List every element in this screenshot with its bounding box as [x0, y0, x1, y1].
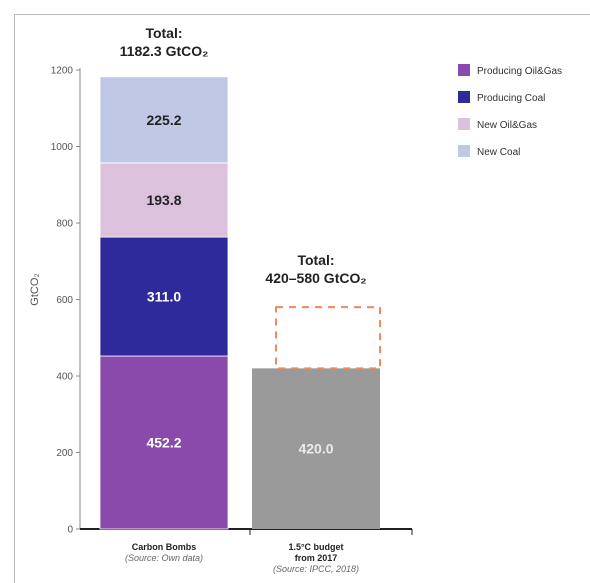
y-tick-label: 200: [56, 448, 73, 459]
bar-segment: [99, 162, 229, 238]
bar-segment: [99, 355, 229, 530]
budget-range-box: [275, 306, 381, 370]
total-value: 1182.3 GtCO₂: [120, 43, 209, 59]
category-source: (Source: IPCC, 2018): [273, 564, 359, 574]
legend: Producing Oil&Gas Producing Coal New Oil&G…: [458, 64, 562, 158]
y-tick-label: 1000: [51, 142, 74, 153]
y-tick-label: 800: [56, 219, 73, 230]
bars: [99, 76, 381, 530]
bar-segment-value: 452.2: [146, 435, 181, 451]
y-tick-label: 400: [56, 372, 73, 383]
total-heading: Total:: [145, 25, 182, 41]
y-axis-label: GtCO₂: [29, 273, 41, 305]
category-source: (Source: Own data): [125, 553, 203, 563]
legend-label: New Coal: [477, 147, 520, 158]
bar-segment-value: 311.0: [147, 289, 181, 305]
category-label: Carbon Bombs: [132, 542, 197, 552]
legend-label: Producing Coal: [477, 93, 545, 104]
bar-segment-value: 225.2: [146, 112, 181, 128]
bar-segment-value: 193.8: [146, 192, 181, 208]
bar-segment: [99, 76, 229, 164]
total-value: 420–580 GtCO₂: [265, 270, 366, 286]
chart-frame: [14, 14, 590, 583]
category-label: 1.5°C budget: [288, 542, 343, 552]
labels: 452.2 311.0 193.8 225.2 420.0 Total: 1182.3 Gt…: [120, 25, 367, 574]
y-tick-label: 0: [67, 525, 73, 536]
budget-bar-value: 420.0: [298, 441, 333, 457]
legend-label: Producing Oil&Gas: [477, 66, 562, 77]
category-label: from 2017: [295, 553, 338, 563]
legend-swatch: [458, 91, 470, 103]
legend-label: New Oil&Gas: [477, 120, 537, 131]
total-heading: Total:: [297, 252, 334, 268]
legend-swatch: [458, 118, 470, 130]
bar-segment: [99, 236, 229, 357]
y-tick-label: 600: [56, 295, 73, 306]
budget-bar: [252, 368, 380, 529]
legend-swatch: [458, 145, 470, 157]
legend-swatch: [458, 64, 470, 76]
y-tick-label: 1200: [51, 66, 74, 77]
